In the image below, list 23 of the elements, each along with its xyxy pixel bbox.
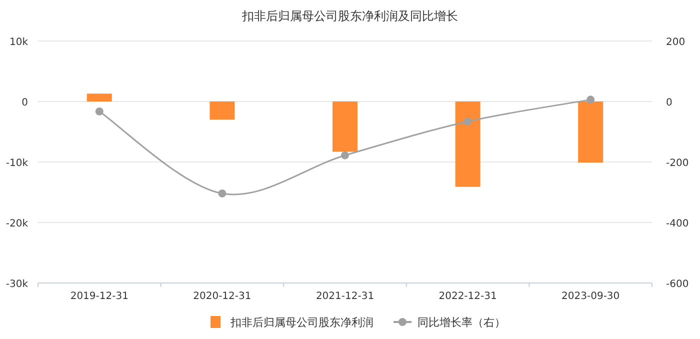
y2-tick-label: 0 xyxy=(666,98,672,108)
point xyxy=(586,96,595,104)
point xyxy=(464,117,472,126)
x-tick-label: 2021-12-31 xyxy=(316,291,374,302)
point xyxy=(218,189,226,198)
y2-tick-label: -600 xyxy=(666,279,689,290)
y2-tick-label: -200 xyxy=(666,158,689,169)
y-tick-label: 0 xyxy=(22,98,28,108)
y-tick-label: -30k xyxy=(6,279,28,290)
legend-label: 同比增长率（右） xyxy=(418,316,506,329)
y-tick-label: -10k xyxy=(6,158,28,169)
y-tick-label: 10k xyxy=(9,37,28,48)
legend-label: 扣非后归属母公司股东净利润 xyxy=(230,316,374,329)
point xyxy=(341,151,349,160)
y2-tick-label: 200 xyxy=(666,37,686,48)
x-tick-label: 2023-09-30 xyxy=(562,291,620,302)
x-tick-label: 2019-12-31 xyxy=(70,291,128,302)
y-tick-label: -20k xyxy=(6,218,28,230)
x-tick-label: 2022-12-31 xyxy=(438,291,497,302)
x-tick-label: 2020-12-31 xyxy=(193,291,252,302)
chart-title: 扣非后归属母公司股东净利润及同比增长 xyxy=(241,9,458,23)
point xyxy=(95,107,104,116)
y2-tick-label: -400 xyxy=(666,218,689,230)
